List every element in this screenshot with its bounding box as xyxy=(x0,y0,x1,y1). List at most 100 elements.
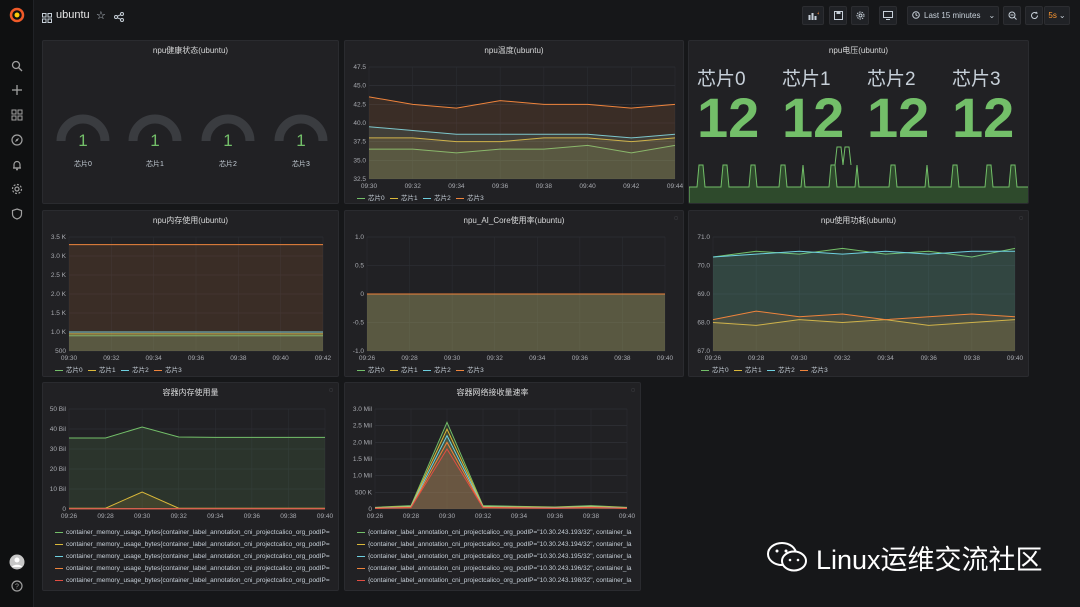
legend-item[interactable]: container_memory_usage_bytes{container_l… xyxy=(55,529,335,536)
legend-item[interactable]: container_memory_usage_bytes{container_l… xyxy=(55,553,335,560)
legend-item[interactable]: container_memory_usage_bytes{container_l… xyxy=(55,577,335,584)
y-tick-label: 70.0 xyxy=(697,263,710,270)
panel-npu-power[interactable]: npu使用功耗(ubuntu) ◌ 71.0 70.0 69.0 68.0 67.0 09… xyxy=(688,210,1029,377)
x-tick-label: 09:30 xyxy=(361,183,378,190)
legend-item[interactable]: {container_label_annotation_cni_projectc… xyxy=(357,565,637,572)
panel-npu-aicore[interactable]: npu_AI_Core使用率(ubuntu) ◌ 1.0 0.5 0 -0.5 -1.0… xyxy=(344,210,684,377)
legend-item[interactable]: 芯片2 xyxy=(767,367,795,374)
svg-text:?: ? xyxy=(15,584,19,591)
series-area xyxy=(367,294,665,351)
legend-item[interactable]: 芯片3 xyxy=(456,195,484,202)
chip-value: 12 xyxy=(697,86,760,149)
time-range-picker[interactable]: Last 15 minutes ⌄ xyxy=(907,6,999,25)
legend-item[interactable]: {container_label_annotation_cni_projectc… xyxy=(357,541,637,548)
panel-npu-temp[interactable]: npu温度(ubuntu) 47.5 45.0 42.5 40.0 37.5 35.0 32… xyxy=(344,40,684,204)
series-area xyxy=(69,244,323,351)
y-tick-label: 3.5 K xyxy=(51,234,67,241)
container-net-chart: 3.0 Mil 2.5 Mil 2.0 Mil 1.5 Mil 1.0 Mil 500 K… xyxy=(353,406,636,520)
legend: 芯片0 芯片1 芯片2 芯片3 xyxy=(55,364,182,374)
legend-item[interactable]: 芯片3 xyxy=(456,367,484,374)
aicore-chart: 1.0 0.5 0 -0.5 -1.009:26 09:28 09:30 09:32 09:34… xyxy=(353,234,674,362)
refresh-button[interactable] xyxy=(1025,6,1043,25)
info-icon[interactable]: ◌ xyxy=(1018,215,1023,222)
x-tick-label: 09:30 xyxy=(439,513,456,520)
info-icon[interactable]: ◌ xyxy=(673,215,678,222)
zoom-out-button[interactable] xyxy=(1003,6,1021,25)
series-line xyxy=(369,144,676,154)
panel-title: npu_AI_Core使用率(ubuntu) xyxy=(463,216,565,225)
container-mem-chart: 50 Bil 40 Bil 30 Bil 20 Bil 10 Bil 009:26 09:2… xyxy=(50,406,334,520)
tv-mode-button[interactable] xyxy=(879,6,897,25)
bell-icon[interactable] xyxy=(8,156,26,174)
x-tick-label: 09:30 xyxy=(61,355,78,362)
info-icon[interactable]: ◌ xyxy=(630,387,635,394)
wechat-icon xyxy=(766,540,810,579)
legend-item[interactable]: 芯片0 xyxy=(357,195,385,202)
legend-item[interactable]: {container_label_annotation_cni_projectc… xyxy=(357,553,637,560)
gauge-label: 芯片1 xyxy=(146,161,164,168)
x-tick-label: 09:34 xyxy=(877,355,894,362)
chip-value: 12 xyxy=(952,86,1015,149)
save-button[interactable] xyxy=(829,6,847,25)
info-icon[interactable]: ◌ xyxy=(328,387,333,394)
shield-icon[interactable] xyxy=(8,205,26,223)
panel-container-mem[interactable]: 容器内存使用量 ◌ 50 Bil 40 Bil 30 Bil 20 Bil 10 Bil… xyxy=(42,382,339,591)
x-tick-label: 09:34 xyxy=(207,513,224,520)
legend-item[interactable]: 芯片3 xyxy=(154,367,182,374)
legend-item[interactable]: 芯片1 xyxy=(390,367,418,374)
refresh-interval-picker[interactable]: 5s ⌄ xyxy=(1044,6,1070,25)
plus-icon[interactable] xyxy=(8,81,26,99)
legend-item[interactable]: 芯片1 xyxy=(734,367,762,374)
y-tick-label: 1.5 K xyxy=(51,310,67,317)
x-tick-label: 09:26 xyxy=(367,513,384,520)
panel-container-net[interactable]: 容器网络接收量速率 ◌ 3.0 Mil 2.5 Mil 2.0 Mil 1.5 Mil… xyxy=(344,382,641,591)
gauge xyxy=(198,105,258,145)
grafana-logo-icon[interactable] xyxy=(8,6,26,24)
panel-npu-mem[interactable]: npu内存使用(ubuntu) 3.5 K 3.0 K 2.5 K 2.0 K 1.5 … xyxy=(42,210,339,377)
legend-item[interactable]: 芯片3 xyxy=(800,367,828,374)
legend-item[interactable]: 芯片1 xyxy=(88,367,116,374)
x-tick-label: 09:40 xyxy=(317,513,334,520)
legend: 芯片0 芯片1 芯片2 芯片3 xyxy=(701,364,828,374)
legend-item[interactable]: 芯片2 xyxy=(423,367,451,374)
y-tick-label: 2.0 Mil xyxy=(353,439,373,446)
chip-label: 芯片1 xyxy=(782,69,831,90)
share-icon[interactable] xyxy=(114,9,124,27)
y-tick-label: 1.0 K xyxy=(51,329,67,336)
add-panel-button[interactable]: + xyxy=(802,6,824,25)
y-tick-label: 40 Bil xyxy=(50,426,67,433)
settings-button[interactable] xyxy=(851,6,869,25)
y-tick-label: 42.5 xyxy=(353,101,366,108)
legend-item[interactable]: 芯片2 xyxy=(423,195,451,202)
gear-icon[interactable] xyxy=(8,180,26,198)
search-icon[interactable] xyxy=(8,57,26,75)
legend-item[interactable]: container_memory_usage_bytes{container_l… xyxy=(55,565,335,572)
y-tick-label: 2.5 Mil xyxy=(353,423,373,430)
dashboards-icon[interactable] xyxy=(8,106,26,124)
x-tick-label: 09:32 xyxy=(171,513,188,520)
panel-npu-health[interactable]: npu健康状态(ubuntu) 1 芯片0 1 芯片1 1 芯片2 1 芯片3 xyxy=(42,40,339,204)
panel-title: npu温度(ubuntu) xyxy=(484,46,544,55)
legend-item[interactable]: {container_label_annotation_cni_projectc… xyxy=(357,577,637,584)
panel-npu-voltage[interactable]: npu电压(ubuntu) 芯片0 芯片1 芯片2 芯片3 12 12 12 1… xyxy=(688,40,1029,204)
x-tick-label: 09:40 xyxy=(579,183,596,190)
y-tick-label: 69.0 xyxy=(697,291,710,298)
legend-item[interactable]: 芯片2 xyxy=(121,367,149,374)
legend-item[interactable]: 芯片0 xyxy=(55,367,83,374)
x-tick-label: 09:28 xyxy=(748,355,765,362)
series-line xyxy=(369,137,676,143)
explore-icon[interactable] xyxy=(8,131,26,149)
legend-item[interactable]: 芯片0 xyxy=(701,367,729,374)
series-area xyxy=(69,333,323,351)
legend-item[interactable]: 芯片0 xyxy=(357,367,385,374)
x-tick-label: 09:42 xyxy=(623,183,640,190)
star-icon[interactable]: ☆ xyxy=(96,10,106,22)
help-icon[interactable]: ? xyxy=(8,577,26,595)
legend-item[interactable]: container_memory_usage_bytes{container_l… xyxy=(55,541,335,548)
dashboard-title[interactable]: ubuntu xyxy=(56,9,90,21)
legend-item[interactable]: 芯片1 xyxy=(390,195,418,202)
legend-item[interactable]: {container_label_annotation_cni_projectc… xyxy=(357,529,637,536)
avatar[interactable] xyxy=(8,553,26,571)
x-tick-label: 09:42 xyxy=(315,355,332,362)
gauge-value: 1 xyxy=(78,131,88,150)
